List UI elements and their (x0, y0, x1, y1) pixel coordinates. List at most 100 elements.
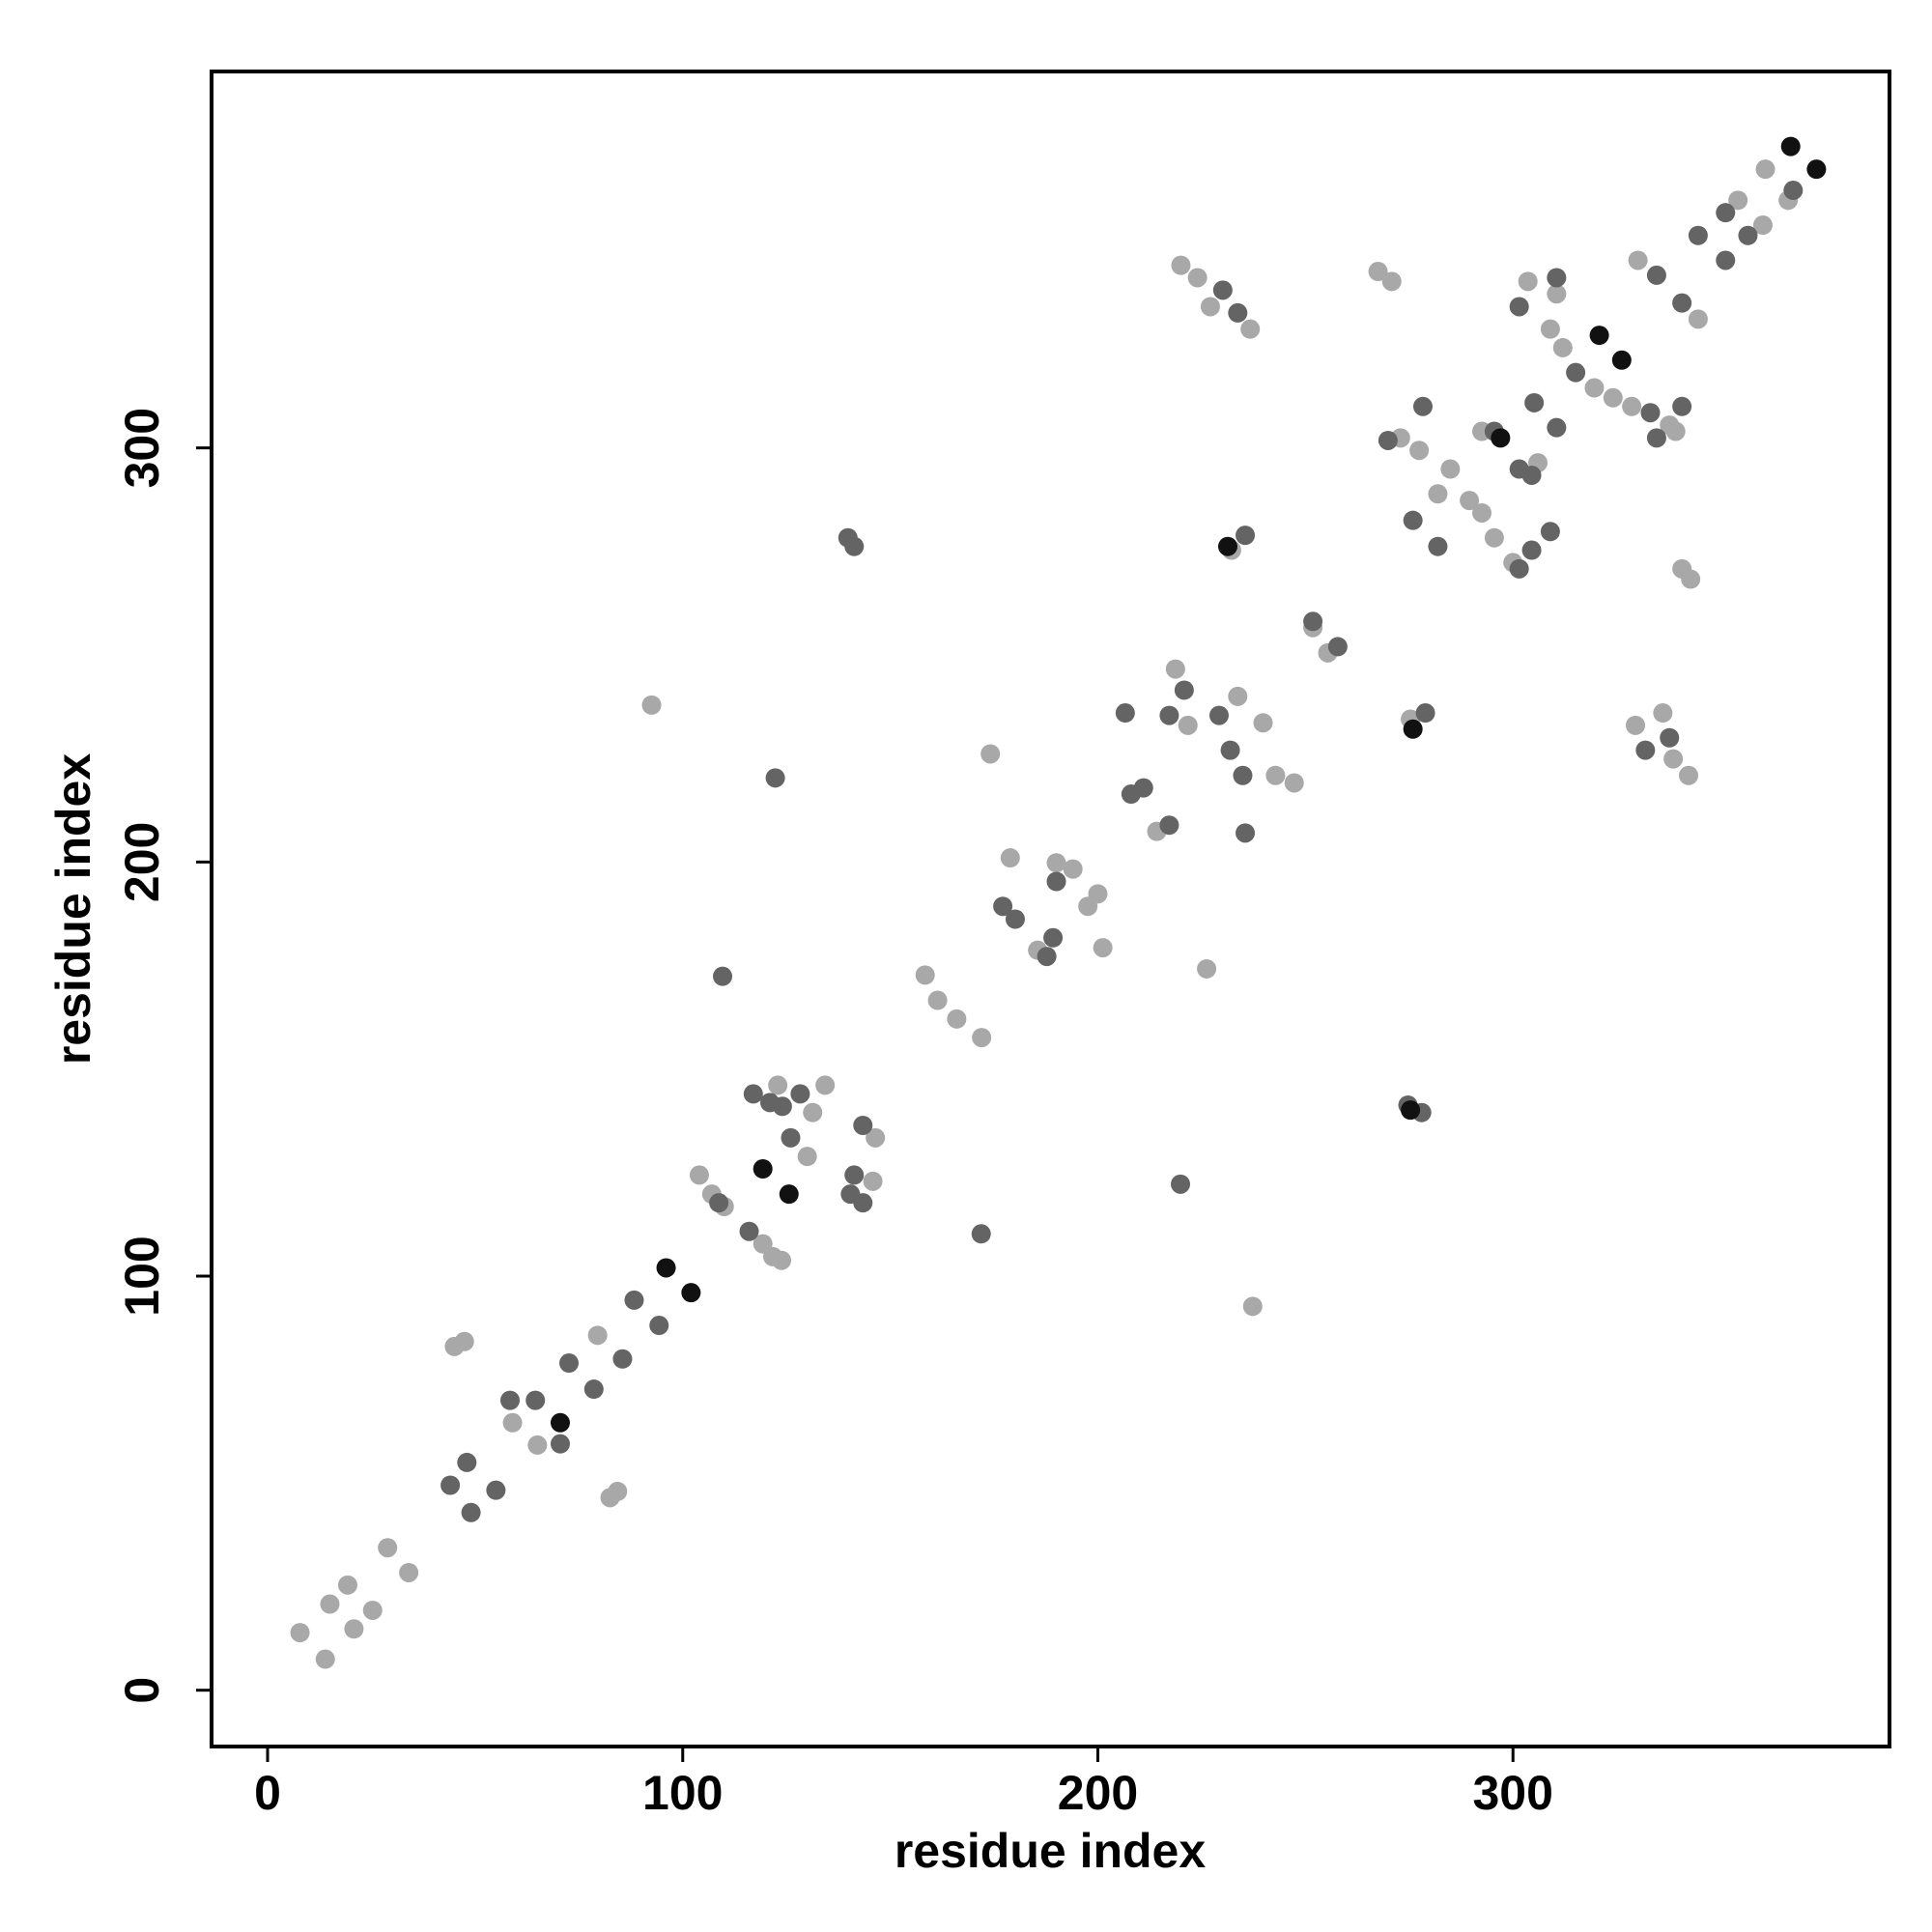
point (1409, 440, 1430, 461)
point (344, 1619, 364, 1639)
point (1197, 958, 1217, 979)
point (772, 1250, 792, 1270)
point (844, 536, 865, 556)
point (927, 990, 948, 1010)
point (1491, 428, 1511, 448)
point (753, 1234, 773, 1254)
point (1228, 302, 1248, 323)
x-tick-label: 300 (1473, 1766, 1553, 1820)
point (1000, 848, 1020, 868)
point (550, 1434, 570, 1454)
point (743, 1084, 763, 1104)
point (1752, 215, 1773, 236)
point (853, 1115, 873, 1135)
y-axis-label: residue index (46, 753, 100, 1065)
point (608, 1481, 628, 1501)
point (1783, 181, 1804, 201)
point (624, 1290, 644, 1310)
point (1663, 749, 1684, 769)
point (1240, 319, 1261, 339)
point (315, 1649, 335, 1669)
point (1381, 271, 1402, 292)
point (1303, 611, 1323, 632)
point (1253, 713, 1273, 733)
point (454, 1331, 474, 1351)
point (1509, 297, 1529, 317)
point (1688, 309, 1708, 329)
point (681, 1283, 701, 1303)
point (378, 1538, 398, 1558)
point (1540, 522, 1560, 542)
point (1236, 526, 1256, 546)
y-tick-label: 0 (115, 1677, 169, 1704)
point (1780, 136, 1801, 156)
point (739, 1221, 759, 1241)
point (1640, 403, 1661, 423)
point (1524, 392, 1545, 412)
point (709, 1193, 729, 1213)
point (1679, 765, 1699, 785)
point (1403, 719, 1423, 739)
point (1378, 430, 1398, 450)
point (781, 1127, 801, 1148)
point (753, 1158, 773, 1179)
point (1063, 859, 1083, 879)
point (765, 768, 785, 788)
point (1171, 255, 1191, 275)
point (1626, 715, 1646, 735)
point (502, 1412, 523, 1433)
point (1043, 927, 1064, 948)
point (1646, 265, 1666, 285)
point (1236, 823, 1256, 843)
point (399, 1562, 419, 1582)
x-tick-label: 200 (1058, 1766, 1138, 1820)
point (1471, 502, 1492, 523)
x-tick-label: 100 (642, 1766, 723, 1820)
point (1037, 947, 1057, 967)
point (779, 1184, 799, 1205)
point (840, 1184, 861, 1205)
point (1187, 268, 1208, 288)
point (1005, 909, 1025, 929)
point (1217, 536, 1237, 556)
point (612, 1349, 633, 1369)
point (1716, 203, 1736, 223)
point (1540, 319, 1560, 339)
point (550, 1412, 570, 1433)
point (1547, 417, 1567, 438)
point (1401, 1100, 1421, 1121)
point (1611, 350, 1632, 370)
point (1509, 558, 1529, 579)
point (641, 695, 662, 715)
point (1368, 262, 1388, 282)
point (815, 1075, 836, 1095)
point (1622, 396, 1642, 416)
point (1046, 853, 1066, 873)
point (689, 1165, 709, 1185)
point (1552, 337, 1573, 357)
point (1460, 491, 1480, 511)
point (1165, 659, 1185, 679)
point (797, 1147, 817, 1167)
point (1178, 715, 1198, 735)
point (1228, 686, 1248, 706)
point (1738, 225, 1758, 245)
point (915, 965, 935, 985)
point (863, 1171, 883, 1191)
point (1171, 1174, 1191, 1194)
point (1589, 326, 1609, 346)
point (559, 1353, 580, 1374)
point (499, 1390, 520, 1410)
point (1265, 765, 1286, 785)
point (457, 1452, 477, 1472)
point (1220, 740, 1240, 760)
point (290, 1623, 310, 1643)
y-tick-label: 300 (115, 408, 169, 488)
point (971, 1224, 991, 1244)
point (1133, 778, 1153, 798)
point (1212, 280, 1233, 300)
y-tick-label: 200 (115, 822, 169, 902)
point (587, 1325, 608, 1346)
point (1174, 680, 1194, 700)
